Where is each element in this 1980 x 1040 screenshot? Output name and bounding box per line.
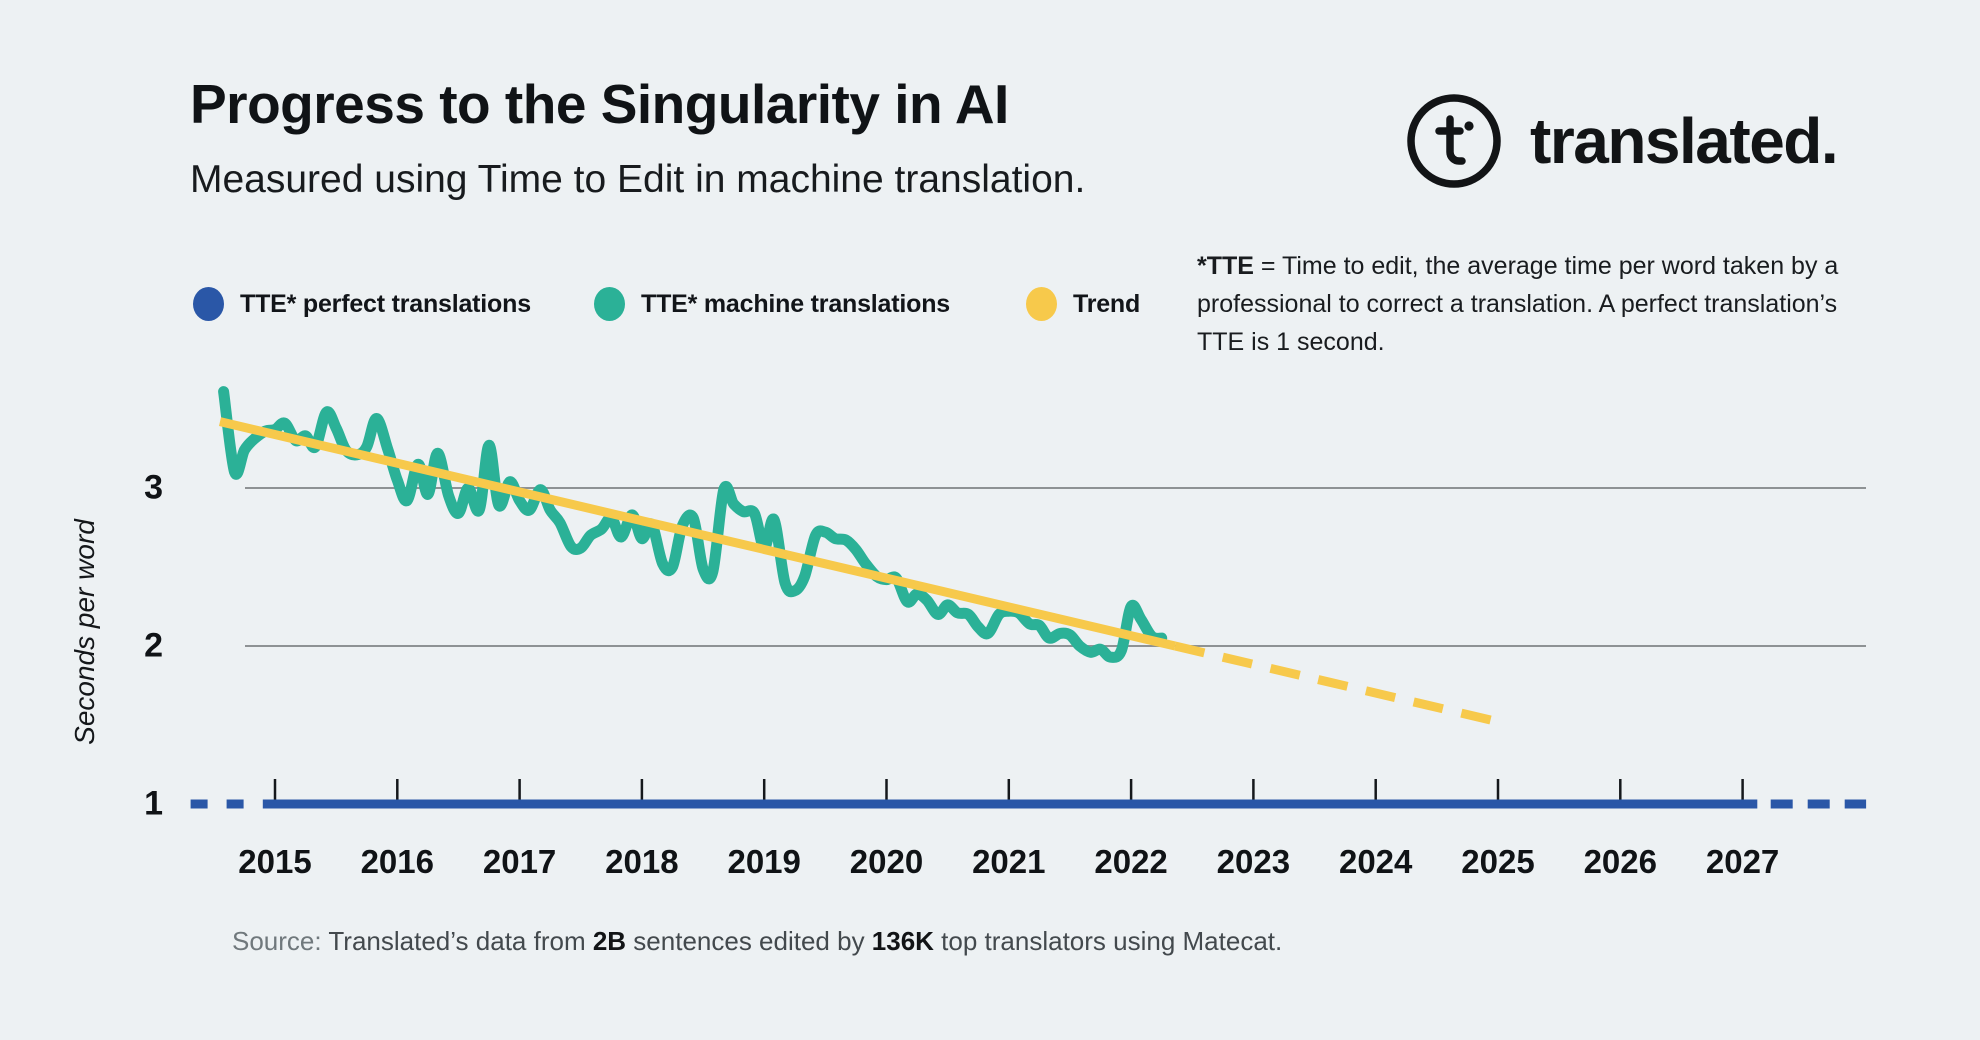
x-year-label-2016: 2016 [360, 843, 434, 880]
legend-dot-icon [594, 287, 625, 321]
translated-logo: translated. [1406, 93, 1839, 189]
tte-footnote: *TTE = Time to edit, the average time pe… [1197, 247, 1838, 361]
translated-logo-icon [1407, 94, 1501, 188]
legend-item-trend: Trend [1026, 284, 1140, 324]
x-year-label-2025: 2025 [1461, 843, 1535, 880]
source-pre: Translated’s data from [321, 926, 593, 956]
x-year-label-2021: 2021 [972, 843, 1046, 880]
x-year-label-2018: 2018 [605, 843, 679, 880]
legend-dot-icon [1026, 287, 1057, 321]
x-year-label-2017: 2017 [482, 843, 557, 880]
tte-footnote-line3: TTE is 1 second. [1197, 328, 1385, 356]
x-year-label-2026: 2026 [1583, 843, 1657, 880]
series-machine-line [218, 386, 1168, 663]
legend-label: TTE* machine translations [641, 289, 950, 318]
page-subtitle: Measured using Time to Edit in machine t… [190, 158, 1086, 201]
y-tick-label-2: 2 [144, 626, 163, 665]
tte-footnote-line1-rest: = Time to edit, the average time per wor… [1253, 252, 1839, 280]
source-mid: sentences edited by [626, 926, 872, 956]
y-tick-label-1: 1 [144, 784, 163, 823]
x-year-label-2024: 2024 [1338, 843, 1413, 880]
legend-label: Trend [1073, 289, 1141, 318]
source-post: top translators using Matecat. [933, 926, 1283, 956]
source-sentences-count: 2B [592, 926, 627, 956]
x-year-label-2022: 2022 [1094, 843, 1168, 880]
series-trend_proj-line [1174, 641, 1493, 725]
source-line: Source: Translated’s data from 2B senten… [232, 926, 1282, 957]
x-year-label-2019: 2019 [727, 843, 801, 880]
tte-footnote-line1: *TTE = Time to edit, the average time pe… [1197, 247, 1838, 285]
legend-dot-icon [193, 287, 224, 321]
y-axis-title: Seconds per word [69, 519, 100, 745]
legend-item-perfect: TTE* perfect translations [193, 284, 531, 324]
tte-footnote-lead: *TTE [1197, 252, 1254, 280]
series-trend-line [218, 417, 1177, 651]
legend-item-machine: TTE* machine translations [594, 284, 950, 324]
legend-label: TTE* perfect translations [240, 289, 531, 318]
source-translators-count: 136K [871, 926, 934, 956]
x-year-label-2023: 2023 [1216, 843, 1291, 880]
y-tick-label-3: 3 [144, 468, 163, 507]
tte-footnote-line2: professional to correct a translation. A… [1197, 290, 1838, 318]
page-title: Progress to the Singularity in AI [190, 73, 1009, 135]
x-year-label-2015: 2015 [238, 843, 312, 880]
x-year-label-2027: 2027 [1705, 843, 1780, 880]
source-label: Source: [232, 926, 322, 956]
x-year-label-2020: 2020 [849, 843, 924, 880]
chart-legend: TTE* perfect translations TTE* machine tr… [0, 284, 1980, 324]
translated-logo-wordmark: translated. [1530, 105, 1839, 177]
